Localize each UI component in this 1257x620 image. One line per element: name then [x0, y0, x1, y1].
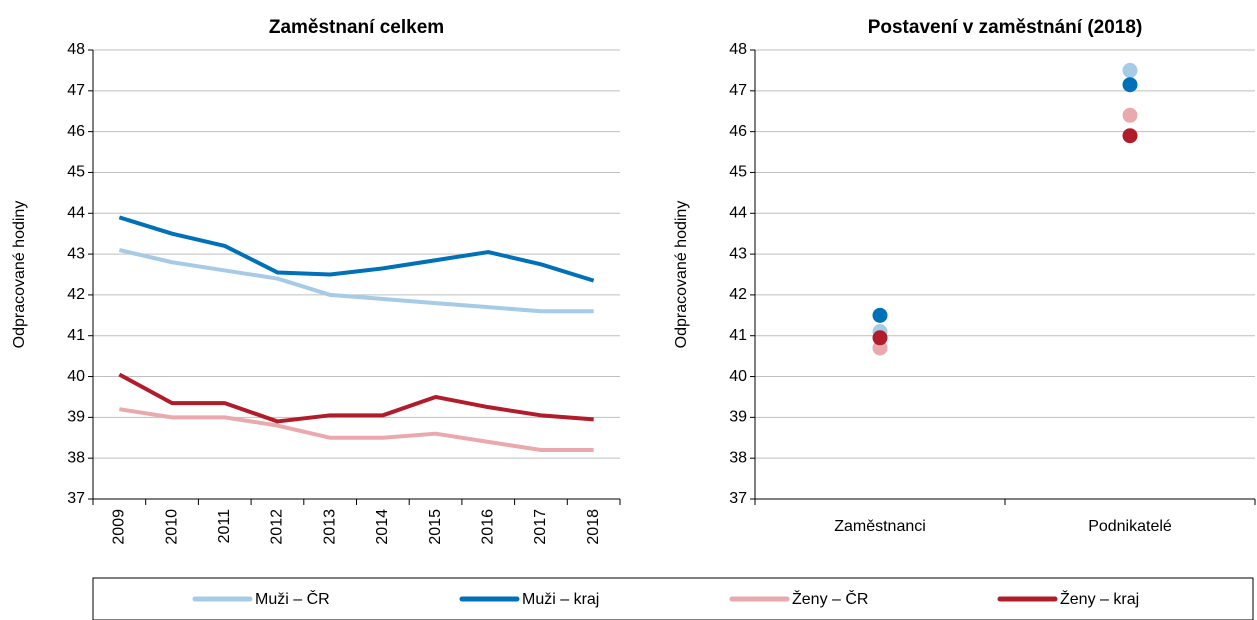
legend-label: Muži – kraj	[522, 591, 599, 608]
x-tick-label: 2014	[374, 509, 391, 545]
dot	[1122, 107, 1138, 123]
series-line	[119, 407, 594, 453]
y-tick-label: 46	[729, 123, 747, 140]
legend-label: Ženy – kraj	[1060, 589, 1139, 608]
y-axis-label: Odpracované hodiny	[11, 201, 28, 349]
legend-label: Ženy – ČR	[792, 589, 868, 608]
y-tick-label: 44	[67, 204, 85, 221]
y-tick-label: 42	[67, 286, 85, 303]
y-tick-label: 38	[729, 449, 747, 466]
y-tick-label: 42	[729, 286, 747, 303]
y-tick-label: 48	[67, 41, 85, 58]
dot	[1122, 128, 1138, 144]
dot	[1122, 77, 1138, 93]
y-tick-label: 48	[729, 41, 747, 58]
dot	[872, 330, 888, 346]
y-axis-label: Odpracované hodiny	[673, 201, 690, 349]
y-tick-label: 40	[67, 368, 85, 385]
y-tick-label: 47	[729, 82, 747, 99]
y-tick-label: 38	[67, 449, 85, 466]
x-tick-label: Zaměstnanci	[834, 518, 926, 535]
y-tick-label: 39	[729, 409, 747, 426]
x-tick-label: Podnikatelé	[1088, 518, 1172, 535]
x-tick-label: 2009	[111, 509, 128, 545]
y-tick-label: 41	[729, 327, 747, 344]
y-tick-label: 45	[67, 164, 85, 181]
y-tick-label: 41	[67, 327, 85, 344]
y-tick-label: 47	[67, 82, 85, 99]
y-tick-label: 39	[67, 409, 85, 426]
y-tick-label: 44	[729, 204, 747, 221]
y-tick-label: 43	[67, 245, 85, 262]
dot	[1122, 62, 1138, 78]
x-tick-label: 2013	[321, 509, 338, 545]
x-tick-label: 2015	[427, 509, 444, 545]
x-tick-label: 2012	[269, 509, 286, 545]
series-line	[118, 248, 594, 314]
dot	[872, 307, 888, 323]
x-tick-label: 2011	[216, 509, 233, 544]
x-tick-label: 2017	[532, 509, 549, 545]
chart-title: Postavení v zaměstnání (2018)	[868, 17, 1143, 38]
legend-box	[92, 577, 1254, 620]
series-line	[118, 215, 595, 283]
x-tick-label: 2010	[163, 509, 180, 545]
y-tick-label: 37	[729, 490, 747, 507]
series-line	[118, 372, 594, 424]
y-tick-label: 43	[729, 245, 747, 262]
x-tick-label: 2018	[585, 509, 602, 545]
y-tick-label: 46	[67, 123, 85, 140]
legend-label: Muži – ČR	[255, 589, 330, 608]
y-tick-label: 40	[729, 368, 747, 385]
y-tick-label: 45	[729, 164, 747, 181]
chart-title: Zaměstnaní celkem	[269, 17, 444, 38]
y-tick-label: 37	[67, 490, 85, 507]
x-tick-label: 2016	[479, 509, 496, 545]
